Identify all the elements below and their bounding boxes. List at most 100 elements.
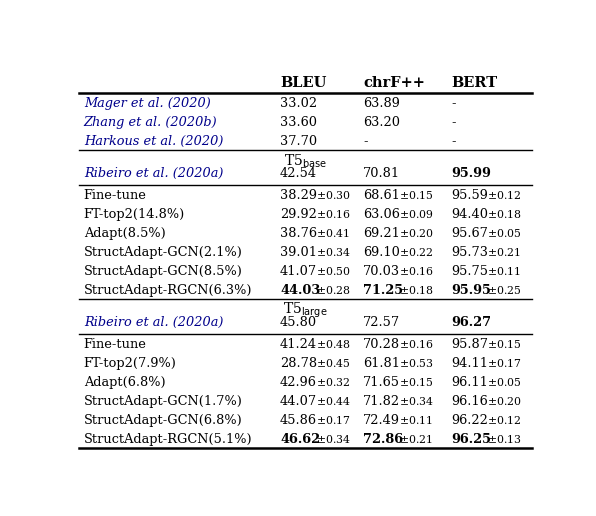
Text: 96.11: 96.11 [451,376,488,389]
Text: $\pm$0.11: $\pm$0.11 [487,265,521,278]
Text: 61.81: 61.81 [363,357,400,369]
Text: 28.78: 28.78 [280,357,317,369]
Text: $\pm$0.16: $\pm$0.16 [399,338,434,350]
Text: $\pm$0.20: $\pm$0.20 [487,395,522,407]
Text: 41.07: 41.07 [280,265,317,278]
Text: $\pm$0.30: $\pm$0.30 [316,189,350,201]
Text: 69.10: 69.10 [363,246,400,259]
Text: $\pm$0.34: $\pm$0.34 [316,246,351,259]
Text: $\pm$0.22: $\pm$0.22 [399,246,433,259]
Text: 29.92: 29.92 [280,208,317,221]
Text: 33.02: 33.02 [280,97,317,110]
Text: 37.70: 37.70 [280,135,317,148]
Text: 95.73: 95.73 [451,246,488,259]
Text: 45.80: 45.80 [280,316,317,329]
Text: BERT: BERT [451,76,497,90]
Text: -: - [451,116,455,129]
Text: 63.89: 63.89 [363,97,400,110]
Text: -: - [451,97,455,110]
Text: Adapt(6.8%): Adapt(6.8%) [83,376,165,389]
Text: 63.20: 63.20 [363,116,400,129]
Text: $\pm$0.15: $\pm$0.15 [487,338,522,350]
Text: $\pm$0.12: $\pm$0.12 [487,189,522,201]
Text: $\pm$0.45: $\pm$0.45 [316,357,350,369]
Text: $\pm$0.09: $\pm$0.09 [399,208,434,220]
Text: $\pm$0.32: $\pm$0.32 [316,376,350,388]
Text: StructAdapt-GCN(8.5%): StructAdapt-GCN(8.5%) [83,265,243,278]
Text: 95.67: 95.67 [451,227,488,240]
Text: 96.22: 96.22 [451,414,488,427]
Text: 44.07: 44.07 [280,395,317,408]
Text: 42.54: 42.54 [280,167,317,180]
Text: 41.24: 41.24 [280,337,317,350]
Text: $\pm$0.17: $\pm$0.17 [487,357,522,369]
Text: T5$_{\mathrm{base}}$: T5$_{\mathrm{base}}$ [284,153,327,170]
Text: $\pm$0.21: $\pm$0.21 [399,433,433,445]
Text: 33.60: 33.60 [280,116,317,129]
Text: Mager et al. (2020): Mager et al. (2020) [83,97,210,110]
Text: 96.25: 96.25 [451,433,491,446]
Text: Fine-tune: Fine-tune [83,189,147,202]
Text: Ribeiro et al. (2020a): Ribeiro et al. (2020a) [83,316,223,329]
Text: -: - [363,135,368,148]
Text: $\pm$0.11: $\pm$0.11 [399,414,433,426]
Text: 95.87: 95.87 [451,337,488,350]
Text: 71.25: 71.25 [363,284,403,297]
Text: $\pm$0.34: $\pm$0.34 [316,433,351,445]
Text: $\pm$0.20: $\pm$0.20 [399,227,434,239]
Text: 45.86: 45.86 [280,414,317,427]
Text: 71.82: 71.82 [363,395,401,408]
Text: 94.40: 94.40 [451,208,488,221]
Text: $\pm$0.53: $\pm$0.53 [399,357,434,369]
Text: Harkous et al. (2020): Harkous et al. (2020) [83,135,223,148]
Text: -: - [451,135,455,148]
Text: $\pm$0.17: $\pm$0.17 [316,414,350,426]
Text: 95.75: 95.75 [451,265,488,278]
Text: $\pm$0.15: $\pm$0.15 [399,376,434,388]
Text: 68.61: 68.61 [363,189,400,202]
Text: BLEU: BLEU [280,76,327,90]
Text: T5$_{\mathrm{large}}$: T5$_{\mathrm{large}}$ [283,300,328,320]
Text: $\pm$0.15: $\pm$0.15 [399,189,434,201]
Text: 39.01: 39.01 [280,246,317,259]
Text: $\pm$0.44: $\pm$0.44 [316,395,351,407]
Text: StructAdapt-GCN(2.1%): StructAdapt-GCN(2.1%) [83,246,243,259]
Text: $\pm$0.16: $\pm$0.16 [316,208,351,220]
Text: 42.96: 42.96 [280,376,317,389]
Text: StructAdapt-RGCN(6.3%): StructAdapt-RGCN(6.3%) [83,284,252,297]
Text: StructAdapt-GCN(1.7%): StructAdapt-GCN(1.7%) [83,395,243,408]
Text: 63.06: 63.06 [363,208,400,221]
Text: Zhang et al. (2020b): Zhang et al. (2020b) [83,116,218,129]
Text: 96.16: 96.16 [451,395,488,408]
Text: Adapt(8.5%): Adapt(8.5%) [83,227,166,240]
Text: $\pm$0.34: $\pm$0.34 [399,395,434,407]
Text: 46.62: 46.62 [280,433,320,446]
Text: 44.03: 44.03 [280,284,321,297]
Text: $\pm$0.41: $\pm$0.41 [316,227,350,239]
Text: 72.49: 72.49 [363,414,400,427]
Text: chrF++: chrF++ [363,76,425,90]
Text: StructAdapt-RGCN(5.1%): StructAdapt-RGCN(5.1%) [83,433,252,446]
Text: 38.76: 38.76 [280,227,317,240]
Text: 38.29: 38.29 [280,189,317,202]
Text: 70.81: 70.81 [363,167,401,180]
Text: 96.27: 96.27 [451,316,491,329]
Text: 72.57: 72.57 [363,316,401,329]
Text: $\pm$0.05: $\pm$0.05 [487,376,522,388]
Text: $\pm$0.28: $\pm$0.28 [316,284,350,297]
Text: StructAdapt-GCN(6.8%): StructAdapt-GCN(6.8%) [83,414,243,427]
Text: 72.86: 72.86 [363,433,403,446]
Text: 69.21: 69.21 [363,227,400,240]
Text: $\pm$0.13: $\pm$0.13 [487,433,522,445]
Text: Fine-tune: Fine-tune [83,337,147,350]
Text: $\pm$0.48: $\pm$0.48 [316,338,350,350]
Text: $\pm$0.16: $\pm$0.16 [399,265,434,278]
Text: FT-top2(7.9%): FT-top2(7.9%) [83,357,176,369]
Text: $\pm$0.18: $\pm$0.18 [487,208,522,220]
Text: $\pm$0.21: $\pm$0.21 [487,246,520,259]
Text: 95.59: 95.59 [451,189,488,202]
Text: 95.99: 95.99 [451,167,491,180]
Text: $\pm$0.12: $\pm$0.12 [487,414,522,426]
Text: 95.95: 95.95 [451,284,491,297]
Text: Ribeiro et al. (2020a): Ribeiro et al. (2020a) [83,167,223,180]
